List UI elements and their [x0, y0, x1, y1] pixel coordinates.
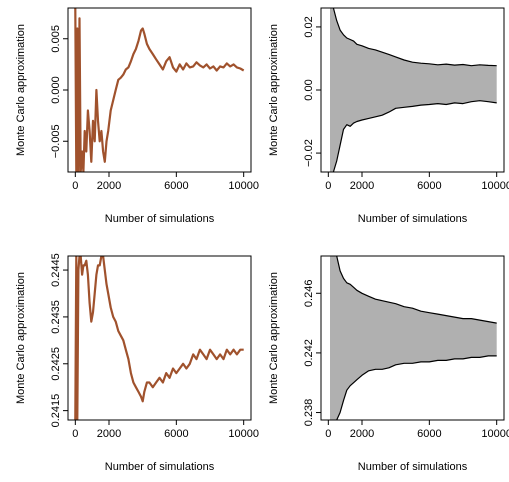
- plot-area: [74, 256, 244, 420]
- plot-frame: [320, 255, 505, 421]
- x-tick-label: 2000: [350, 428, 374, 440]
- panel-top-right: 0 2000 6000 10000 −0.02 0.00 0.02 Number of sim…: [268, 7, 509, 225]
- y-axis-title: Monte Carlo approximation: [15, 272, 27, 404]
- x-tick-label: 10000: [481, 428, 509, 440]
- y-tick-label: 0.238: [303, 399, 315, 427]
- x-tick-label: 10000: [228, 180, 259, 192]
- y-tick-label: −0.02: [303, 139, 315, 167]
- x-tick-label: 2000: [97, 180, 121, 192]
- x-axis-title: Number of simulations: [105, 213, 215, 225]
- y-axis-title: Monte Carlo approximation: [15, 24, 27, 156]
- confidence-band: [330, 256, 497, 420]
- mc-estimate-line: [74, 256, 244, 420]
- y-axis-title: Monte Carlo approximation: [268, 272, 280, 404]
- x-tick-label: 0: [325, 428, 331, 440]
- panel-top-left: 0 2000 6000 10000 −0.005 0.000 0.005 Number of …: [15, 7, 259, 225]
- x-tick-label: 10000: [228, 428, 259, 440]
- lower-bound-line: [336, 355, 497, 420]
- panel-bottom-right: 0 2000 6000 10000 0.238 0.242 0.246 Number of s…: [268, 255, 509, 473]
- confidence-band: [330, 8, 497, 172]
- x-tick-label: 0: [325, 180, 331, 192]
- upper-bound-line: [332, 8, 497, 67]
- plot-area: [330, 256, 497, 420]
- y-tick-label: 0.2445: [50, 253, 62, 287]
- x-tick-label: 2000: [97, 428, 121, 440]
- y-tick-label: 0.246: [303, 280, 315, 308]
- y-tick-label: −0.005: [50, 124, 62, 158]
- y-tick-label: 0.000: [50, 76, 62, 104]
- x-tick-label: 10000: [481, 180, 509, 192]
- x-tick-label: 6000: [164, 180, 188, 192]
- mc-estimate-line: [74, 8, 245, 172]
- y-tick-label: 0.2415: [50, 394, 62, 428]
- y-tick-label: 0.00: [303, 79, 315, 100]
- x-tick-label: 0: [72, 428, 78, 440]
- panel-bottom-left: 0 2000 6000 10000 0.2415 0.2425 0.2435 0.2445 Nu…: [15, 253, 259, 473]
- y-tick-label: 0.242: [303, 339, 315, 367]
- y-tick-label: 0.005: [50, 25, 62, 53]
- plot-area: [74, 8, 245, 172]
- x-tick-label: 6000: [417, 180, 441, 192]
- y-tick-label: 0.02: [303, 16, 315, 37]
- plot-area: [330, 8, 497, 172]
- x-tick-label: 6000: [417, 428, 441, 440]
- y-tick-label: 0.2435: [50, 300, 62, 334]
- x-tick-label: 6000: [164, 428, 188, 440]
- x-axis-title: Number of simulations: [358, 461, 468, 473]
- x-tick-label: 2000: [350, 180, 374, 192]
- plot-frame: [67, 255, 252, 421]
- x-axis-title: Number of simulations: [358, 213, 468, 225]
- x-axis-title: Number of simulations: [105, 461, 215, 473]
- x-tick-label: 0: [72, 180, 78, 192]
- lower-bound-line: [332, 100, 497, 172]
- y-tick-label: 0.2425: [50, 347, 62, 381]
- y-axis-title: Monte Carlo approximation: [268, 24, 280, 156]
- upper-bound-line: [336, 256, 497, 324]
